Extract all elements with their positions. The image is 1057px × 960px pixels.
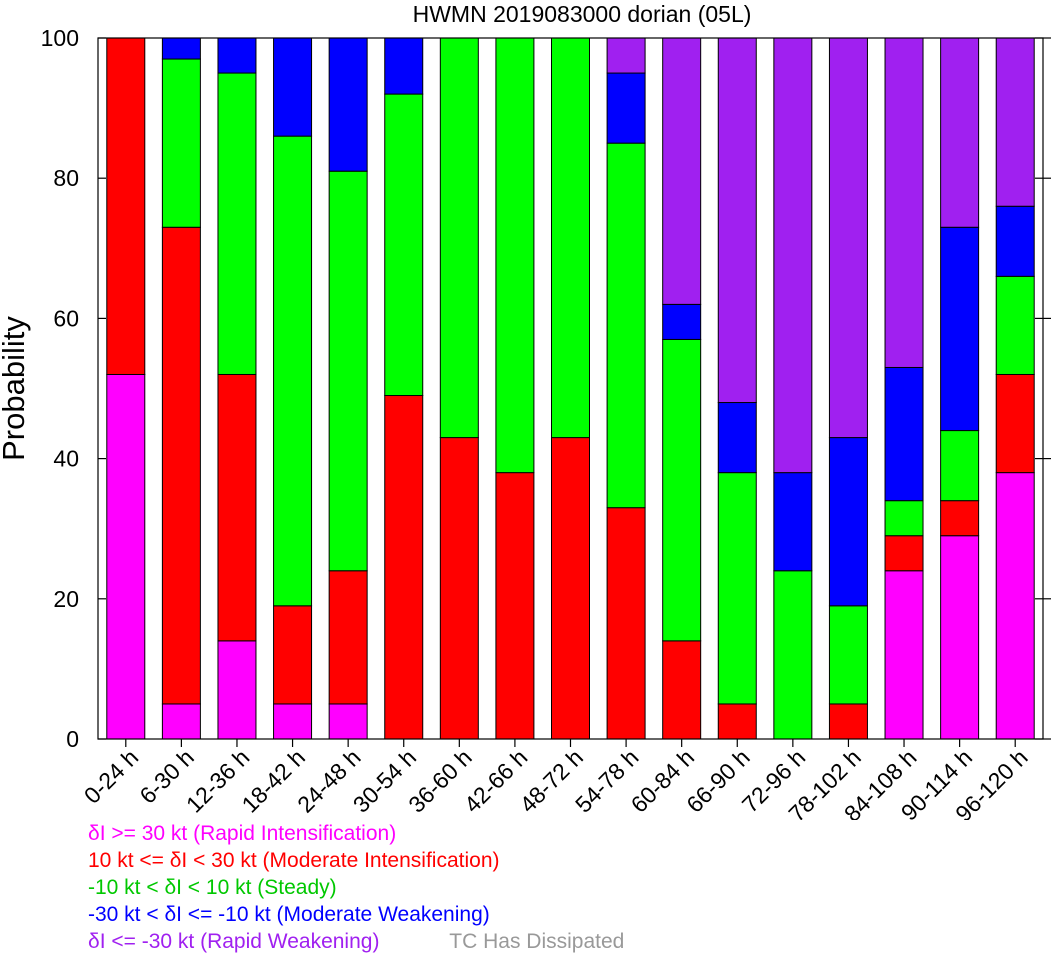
bar-segment [662, 640, 702, 740]
bar-segment [439, 37, 479, 439]
bar-segment [217, 37, 257, 74]
bar-segment [161, 37, 201, 60]
bar-segment [884, 366, 924, 502]
bar-segment [328, 703, 368, 740]
legend-label: -30 kt < δI <= -10 kt (Moderate Weakenin… [88, 903, 490, 926]
bar-segment [995, 373, 1035, 474]
legend: δI >= 30 kt (Rapid Intensification) 10 k… [88, 820, 1048, 955]
legend-label: δI <= -30 kt (Rapid Weakening) [88, 930, 380, 953]
chart-title: HWMN 2019083000 dorian (05L) [413, 1, 752, 27]
bar-segment [161, 703, 201, 740]
bar-segment [328, 170, 368, 572]
legend-item-rapid-intensification: δI >= 30 kt (Rapid Intensification) [88, 820, 1048, 847]
y-tick-label: 100 [41, 25, 79, 51]
bar-segment [273, 37, 313, 137]
bar-segment [995, 275, 1035, 375]
bar-segment [773, 570, 813, 740]
legend-item-moderate-weakening: -30 kt < δI <= -10 kt (Moderate Weakenin… [88, 901, 1048, 928]
bar-segment [717, 402, 757, 474]
bar-segment [773, 37, 813, 474]
legend-item-rapid-weakening: δI <= -30 kt (Rapid Weakening) TC Has Di… [88, 928, 1048, 955]
legend-item-steady: -10 kt < δI < 10 kt (Steady) [88, 874, 1048, 901]
bar-segment [273, 135, 313, 607]
bar-segment [940, 37, 980, 228]
bar-segment [662, 303, 702, 340]
bar-segment [995, 472, 1035, 740]
bar-segment [828, 37, 868, 439]
bar-segment [884, 570, 924, 740]
y-tick-label: 60 [53, 305, 79, 331]
legend-label: -10 kt < δI < 10 kt (Steady) [88, 876, 337, 899]
bar-segment [161, 226, 201, 705]
bar-segment [384, 37, 424, 95]
bar-segment [606, 72, 646, 144]
bar-segment [717, 37, 757, 404]
bar-segment [773, 472, 813, 572]
bar-segment [717, 703, 757, 740]
bar-segment [884, 500, 924, 537]
bar-segment [328, 37, 368, 172]
bar-segment [328, 570, 368, 705]
y-axis: 0 20 40 60 80 100 [41, 25, 1051, 752]
bar-segment [106, 373, 146, 740]
bar-segment [495, 472, 535, 740]
bar-segment [606, 142, 646, 509]
bar-segment [161, 58, 201, 228]
legend-label-dissipated: TC Has Dissipated [449, 930, 625, 953]
bar-segment [551, 437, 590, 740]
bar-segment [717, 472, 757, 705]
bar-segment [828, 703, 868, 740]
bar-segment [940, 430, 980, 502]
bar-segment [995, 37, 1035, 207]
bar-segment [217, 373, 257, 642]
legend-item-moderate-intensification: 10 kt <= δI < 30 kt (Moderate Intensific… [88, 847, 1048, 874]
bar-segment [106, 37, 146, 375]
x-tick-label: 0-24 h [79, 744, 144, 809]
bar-segment [384, 93, 424, 397]
bar-segment [828, 605, 868, 705]
bar-segment [273, 703, 313, 740]
stacked-bar-chart: HWMN 2019083000 dorian (05L) 0 20 40 60 80 10… [0, 1, 1051, 820]
y-axis-label: Probability [0, 316, 31, 461]
bar-segment [662, 338, 702, 642]
bar-segment [606, 37, 646, 74]
bars-group [106, 37, 1035, 740]
bar-segment [384, 395, 424, 740]
bar-segment [495, 37, 535, 474]
bar-segment [439, 437, 479, 740]
y-tick-label: 80 [53, 165, 79, 191]
bar-segment [940, 535, 980, 740]
bar-segment [217, 640, 257, 740]
legend-label: δI >= 30 kt (Rapid Intensification) [88, 822, 397, 845]
bar-segment [940, 500, 980, 537]
y-tick-label: 0 [66, 726, 79, 752]
bar-segment [662, 37, 702, 305]
legend-label: 10 kt <= δI < 30 kt (Moderate Intensific… [88, 849, 500, 872]
bar-segment [828, 437, 868, 607]
bar-segment [884, 535, 924, 572]
x-axis: 0-24 h6-30 h12-36 h18-42 h24-48 h30-54 h… [79, 739, 1033, 820]
bar-segment [273, 605, 313, 705]
bar-segment [995, 205, 1035, 277]
bar-segment [217, 72, 257, 375]
y-tick-label: 40 [53, 446, 79, 472]
bar-segment [606, 507, 646, 740]
bar-segment [884, 37, 924, 368]
y-tick-label: 20 [53, 586, 79, 612]
bar-segment [940, 226, 980, 432]
bar-segment [551, 37, 590, 439]
